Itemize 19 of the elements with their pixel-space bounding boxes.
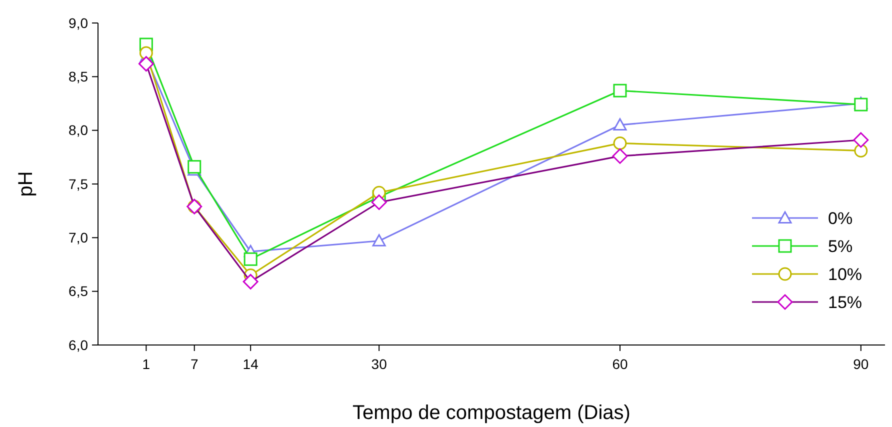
y-tick-label: 7,5	[68, 176, 88, 192]
y-tick-label: 8,0	[68, 122, 88, 138]
y-tick-label: 8,5	[68, 68, 88, 85]
legend-label: 15%	[828, 292, 862, 312]
x-tick-label: 30	[371, 356, 388, 372]
x-tick-label: 1	[142, 356, 150, 372]
y-tick-label: 6,0	[68, 336, 88, 353]
x-tick-label: 60	[612, 356, 628, 372]
x-tick-label: 14	[242, 356, 259, 372]
y-tick-label: 9,0	[68, 14, 88, 31]
y-tick-label: 6,5	[68, 283, 88, 300]
y-tick-label: 7,0	[68, 230, 88, 246]
legend-label: 5%	[828, 236, 853, 256]
y-axis-title: pH	[15, 171, 37, 197]
x-tick-label: 90	[853, 356, 869, 372]
legend-label: 10%	[828, 264, 862, 284]
legend-label: 0%	[828, 208, 853, 228]
x-tick-label: 7	[190, 356, 198, 372]
x-axis-title: Tempo de compostagem (Dias)	[352, 402, 630, 424]
